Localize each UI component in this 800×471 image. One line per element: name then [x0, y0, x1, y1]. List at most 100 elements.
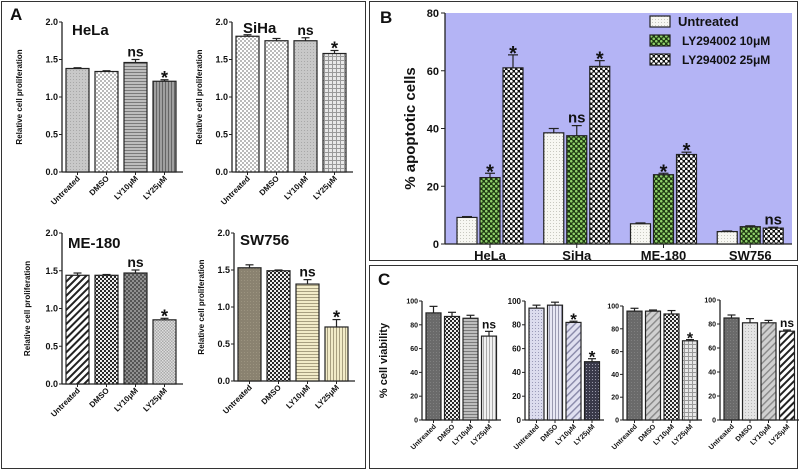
y-tick-label: 40	[410, 370, 418, 377]
bar	[123, 61, 148, 173]
bar	[456, 216, 478, 245]
y-tick-label: 2.0	[215, 17, 228, 27]
bar	[295, 283, 320, 382]
y-tick-label: 100	[607, 303, 619, 310]
y-tick-label: 100	[704, 297, 716, 304]
significance-label: *	[331, 39, 338, 59]
y-tick-label: 80	[708, 321, 716, 328]
legend-label: LY294002 10μM	[682, 34, 770, 48]
x-tick-label: HeLa	[474, 248, 507, 263]
y-tick-label: 20	[410, 394, 418, 401]
x-tick-label: LY10μM	[112, 386, 140, 414]
y-tick-label: 40	[427, 124, 439, 136]
x-tick-label: Untreated	[49, 174, 82, 207]
x-tick-label: Untreated	[513, 423, 541, 451]
significance-label: *	[660, 161, 668, 183]
bar	[716, 230, 738, 245]
y-tick-label: 0.5	[45, 130, 58, 140]
significance-label: ns	[482, 317, 496, 331]
significance-label: *	[161, 306, 168, 326]
x-tick-label: Untreated	[611, 423, 639, 451]
bar	[652, 174, 675, 245]
significance-label: ns	[127, 44, 144, 60]
y-tick-label: 40	[708, 369, 716, 376]
bar	[322, 52, 347, 173]
bar	[65, 67, 90, 173]
significance-label: *	[570, 310, 577, 329]
y-tick-label: 20	[427, 181, 439, 193]
x-tick-label: SW756	[729, 248, 772, 263]
y-tick-label: 2.0	[45, 228, 58, 238]
y-tick-label: 0.0	[215, 167, 228, 177]
chart-title: SW756	[240, 232, 289, 249]
y-tick-label: 80	[611, 326, 619, 333]
y-tick-label: 1.5	[45, 266, 58, 276]
x-tick-label: LY10μM	[282, 174, 310, 202]
legend: Untreated LY294002 10μM LY294002 25μM	[649, 14, 770, 67]
legend-swatch	[649, 34, 671, 47]
panel-letter-a: A	[10, 5, 23, 24]
y-tick-label: 1.0	[45, 304, 58, 314]
bar	[675, 153, 698, 245]
y-tick-label: 2.0	[45, 17, 58, 27]
bar	[443, 315, 461, 421]
x-tick-label: LY25μM	[573, 423, 597, 447]
y-tick-label: 0	[433, 239, 439, 251]
y-tick-label: 0	[712, 417, 716, 424]
y-tick-label: 1.0	[215, 92, 228, 102]
y-tick-label: 2.0	[217, 228, 230, 238]
y-tick-label: 0	[517, 416, 522, 425]
chart-title: HeLa	[72, 22, 109, 39]
x-tick-label: DMSO	[258, 174, 281, 197]
bar	[644, 310, 662, 421]
y-axis-label: % cell viability	[378, 322, 390, 398]
significance-label: ns	[297, 22, 314, 38]
bar	[266, 270, 291, 382]
x-tick-label: DMSO	[260, 383, 283, 406]
y-tick-label: 60	[708, 345, 716, 352]
legend-label: Untreated	[678, 14, 739, 29]
x-tick-label: LY10μM	[284, 383, 312, 411]
bar	[462, 317, 479, 421]
y-tick-label: 100	[406, 298, 418, 305]
y-tick-label: 40	[512, 368, 521, 377]
y-tick-label: 80	[512, 321, 521, 330]
chart-a-hela: 0.0 0.5 1.0 1.5 2.0 HeLa Relative cell prolife…	[15, 17, 183, 207]
y-axis-label: Relative cell proliferation	[197, 259, 206, 354]
y-tick-label: 60	[512, 344, 521, 353]
bar	[723, 317, 740, 421]
x-tick-label: DMSO	[88, 386, 111, 409]
y-tick-label: 40	[611, 372, 619, 379]
y-axis-label: % apoptotic cells	[402, 67, 419, 190]
significance-label: ns	[299, 264, 316, 280]
legend-swatch	[649, 53, 671, 66]
bar	[528, 307, 545, 421]
y-tick-label: 0	[414, 417, 418, 424]
panel-letter-c: C	[378, 270, 391, 289]
bar	[681, 340, 699, 421]
y-tick-label: 0.0	[45, 379, 58, 389]
x-tick-label: Untreated	[708, 423, 736, 451]
chart-a-sw756: 0.0 0.5 1.0 1.5 2.0 SW756 Relative cell prolif…	[197, 228, 355, 416]
bar	[741, 322, 759, 421]
y-tick-label: 0.0	[217, 376, 230, 386]
significance-label: ns	[764, 211, 782, 228]
y-tick-label: 80	[427, 8, 439, 20]
bar	[123, 272, 148, 385]
bar	[663, 313, 680, 421]
bar	[589, 65, 611, 245]
x-tick-label: LY25μM	[311, 174, 339, 202]
bar	[546, 304, 564, 421]
x-tick-label: Untreated	[219, 174, 252, 207]
bar	[543, 132, 565, 245]
bar	[762, 227, 784, 245]
bar	[152, 80, 177, 173]
significance-label: *	[161, 68, 168, 88]
y-tick-label: 1.0	[217, 302, 230, 312]
bar	[237, 267, 262, 382]
y-tick-label: 20	[512, 392, 521, 401]
